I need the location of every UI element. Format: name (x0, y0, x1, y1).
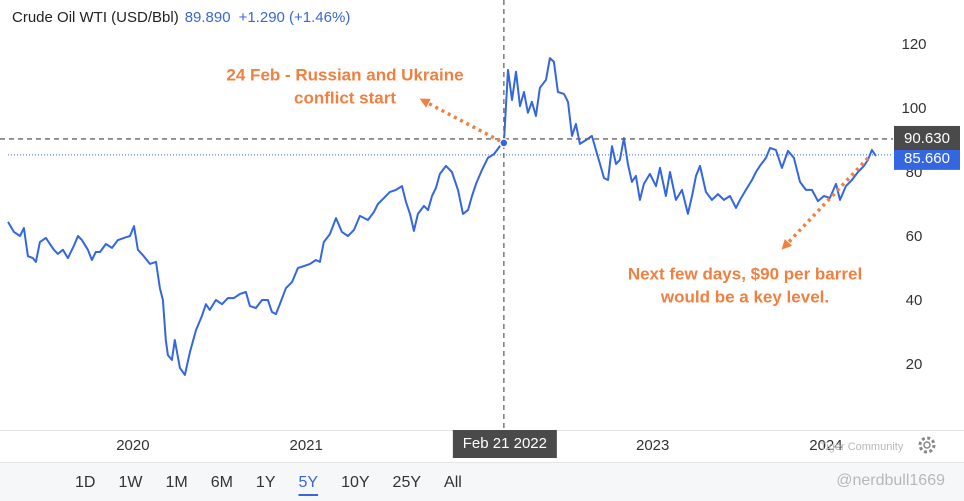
watermark-source: Tiger Community (820, 441, 904, 453)
range-button[interactable]: 5Y (299, 474, 319, 491)
range-button[interactable]: 25Y (393, 474, 422, 491)
settings-icon[interactable] (918, 436, 936, 454)
watermark-author: @nerdbull1669 (836, 472, 945, 489)
crosshair-point (499, 138, 509, 148)
y-tick-label: 40 (906, 292, 923, 309)
range-button[interactable]: 6M (211, 474, 233, 491)
annotation-arrow (781, 156, 870, 250)
header: Crude Oil WTI (USD/Bbl) 89.890 +1.290 (+1.… (12, 9, 350, 26)
price-change: +1.290 (+1.46%) (239, 9, 351, 26)
last-price: 89.890 (185, 9, 231, 26)
y-tick-label: 100 (901, 100, 926, 117)
annotation-text: conflict start (294, 88, 396, 107)
x-tick-label: 2021 (289, 437, 322, 454)
annotation-text: Next few days, $90 per barrel (628, 264, 862, 283)
range-button[interactable]: 1D (75, 474, 95, 491)
y-tick-label: 60 (906, 228, 923, 245)
crosshair-y-label: 90.630 (904, 130, 950, 147)
crosshair-y-box (894, 125, 960, 150)
range-bar (0, 462, 964, 501)
annotation-text: would be a key level. (660, 287, 829, 306)
annotation-arrow (419, 98, 501, 143)
y-tick-label: 120 (901, 36, 926, 53)
price-line (7, 57, 877, 376)
x-tick-label: 2020 (116, 437, 149, 454)
range-button[interactable]: All (444, 474, 462, 491)
range-button[interactable]: 10Y (341, 474, 370, 491)
last-price-box (894, 147, 960, 170)
range-button[interactable]: 1W (118, 474, 143, 491)
crosshair-x-box (452, 430, 557, 458)
instrument-title: Crude Oil WTI (USD/Bbl) (12, 9, 179, 26)
x-tick-label: 2023 (636, 437, 669, 454)
range-button[interactable]: 1M (165, 474, 187, 491)
x-tick-label: 2024 (809, 437, 842, 454)
range-button[interactable]: 1Y (256, 474, 276, 491)
crosshair-x-label: Feb 21 2022 (463, 435, 547, 452)
y-tick-label: 20 (906, 356, 923, 373)
annotation-text: 24 Feb - Russian and Ukraine (226, 65, 463, 84)
last-price-label: 85.660 (904, 150, 950, 167)
